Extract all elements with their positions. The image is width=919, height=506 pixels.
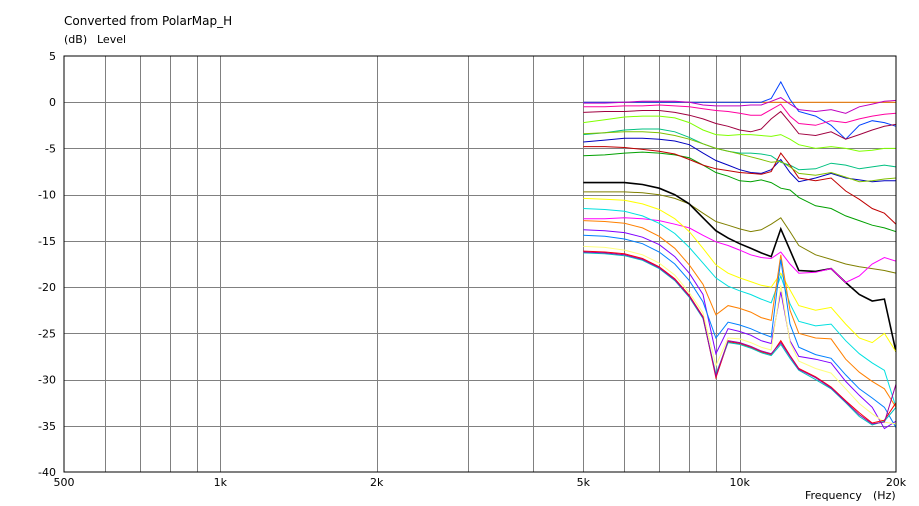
series-line-6	[583, 115, 896, 152]
y-tick-label: -30	[38, 374, 56, 387]
x-tick-label: 10k	[729, 476, 750, 489]
series-line-11	[583, 131, 896, 183]
x-tick-label: 500	[54, 476, 75, 489]
series-line-10	[583, 146, 896, 225]
series-line-15	[583, 197, 896, 353]
series-line-13	[583, 181, 896, 352]
series-line-2	[583, 80, 896, 140]
x-axis-unit: (Hz)	[873, 489, 896, 502]
plot-frame	[63, 55, 897, 473]
x-tick-labels: 500 1k 2k 5k 10k 20k	[54, 476, 907, 489]
chart-title: Converted from PolarMap_H	[64, 14, 232, 28]
series-line-4	[583, 103, 896, 126]
series-line-17	[583, 220, 896, 408]
series-lines	[583, 80, 896, 430]
y-tick-label: 0	[49, 96, 56, 109]
series-line-22	[583, 252, 896, 426]
grid	[64, 56, 896, 472]
x-tick-label: 5k	[577, 476, 591, 489]
y-tick-label: -15	[38, 235, 56, 248]
series-line-3	[583, 97, 896, 114]
series-line-5	[583, 110, 896, 140]
y-tick-label: -35	[38, 420, 56, 433]
series-line-8	[583, 137, 896, 183]
x-axis-label: Frequency	[805, 489, 862, 502]
series-line-16	[583, 208, 896, 408]
series-line-12	[583, 191, 896, 274]
series-line-7	[583, 128, 896, 171]
y-tick-label: -5	[45, 142, 56, 155]
y-tick-labels: 5 0 -5 -10 -15 -20 -25 -30 -35 -40	[38, 50, 56, 479]
series-line-19	[583, 234, 896, 428]
series-line-9	[583, 151, 896, 233]
y-tick-label: -40	[38, 466, 56, 479]
y-tick-label: -25	[38, 327, 56, 340]
y-axis-unit: (dB)	[64, 33, 87, 46]
y-tick-label: -20	[38, 281, 56, 294]
series-line-14	[583, 217, 896, 284]
x-tick-label: 20k	[886, 476, 907, 489]
x-tick-label: 1k	[214, 476, 228, 489]
y-axis-label: Level	[97, 33, 126, 46]
y-tick-label: 5	[49, 50, 56, 63]
x-tick-label: 2k	[370, 476, 384, 489]
series-line-20	[583, 245, 896, 425]
series-line-23	[583, 251, 896, 425]
y-tick-label: -10	[38, 189, 56, 202]
series-line-18	[583, 229, 896, 430]
series-line-21	[583, 250, 896, 424]
